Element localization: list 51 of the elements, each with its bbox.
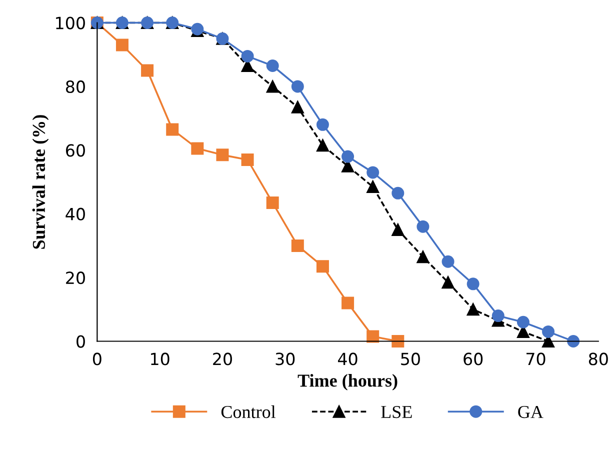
point	[291, 239, 304, 252]
point	[466, 303, 480, 316]
y-tick-label: 60	[66, 144, 85, 157]
x-tick-label: 10	[151, 352, 170, 366]
point	[416, 220, 430, 233]
x-tick-label: 80	[588, 352, 608, 366]
point	[191, 142, 204, 155]
point	[342, 150, 354, 163]
legend-label: LSE	[381, 406, 412, 418]
point	[291, 80, 304, 93]
point	[466, 278, 480, 290]
point	[116, 38, 128, 52]
point	[166, 123, 179, 136]
x-tick-label: 30	[276, 352, 295, 366]
legend-label: Control	[221, 405, 276, 418]
point	[141, 64, 154, 77]
x-tick-label: 0	[92, 352, 102, 366]
point	[241, 153, 254, 166]
y-tick-label: 0	[76, 335, 85, 348]
x-tick-label: 70	[526, 352, 546, 366]
y-tick-label: 40	[66, 208, 85, 220]
y-tick-label: 100	[56, 16, 85, 30]
y-axis-title: Survival rate (%)	[32, 115, 49, 249]
point	[266, 59, 279, 72]
point	[392, 186, 404, 200]
point	[266, 80, 279, 93]
x-axis-title: Time (hours)	[298, 374, 398, 390]
y-tick-label: 20	[66, 272, 85, 284]
x-tick-label: 40	[338, 352, 358, 366]
point	[291, 100, 304, 114]
point	[392, 224, 404, 236]
point	[366, 180, 380, 194]
x-tick-label: 50	[401, 352, 420, 366]
x-tick-label: 60	[464, 352, 483, 366]
point	[542, 325, 555, 338]
point	[316, 260, 329, 273]
point	[442, 255, 454, 268]
point	[316, 139, 329, 152]
point	[216, 148, 229, 162]
point	[492, 310, 504, 322]
point	[416, 250, 430, 264]
x-tick-label: 20	[213, 352, 232, 366]
point	[442, 276, 454, 289]
point	[266, 196, 279, 209]
point	[241, 50, 254, 62]
point	[366, 166, 380, 179]
point	[316, 118, 329, 131]
legend-label: GA	[518, 406, 544, 418]
point	[516, 316, 530, 328]
y-tick-label: 80	[66, 80, 85, 94]
point	[342, 296, 354, 310]
